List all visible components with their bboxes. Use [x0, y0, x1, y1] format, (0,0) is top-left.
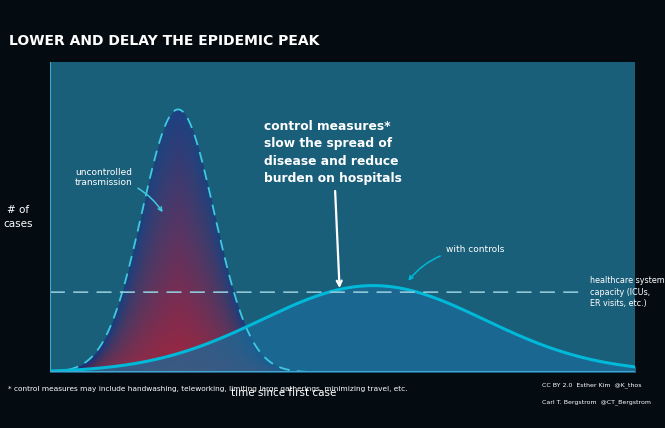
Text: time since first case: time since first case	[231, 387, 336, 398]
Text: with controls: with controls	[410, 245, 504, 279]
Text: healthcare system
capacity (ICUs,
ER visits, etc.): healthcare system capacity (ICUs, ER vis…	[591, 276, 665, 308]
Text: control measures*
slow the spread of
disease and reduce
burden on hospitals: control measures* slow the spread of dis…	[265, 120, 402, 285]
Text: LOWER AND DELAY THE EPIDEMIC PEAK: LOWER AND DELAY THE EPIDEMIC PEAK	[9, 34, 319, 48]
Text: # of
cases: # of cases	[3, 205, 33, 229]
Text: uncontrolled
transmission: uncontrolled transmission	[75, 168, 162, 211]
Text: Carl T. Bergstrom  @CT_Bergstrom: Carl T. Bergstrom @CT_Bergstrom	[542, 399, 651, 404]
Text: * control measures may include handwashing, teleworking, limiting large gatherin: * control measures may include handwashi…	[8, 386, 408, 392]
Text: CC BY 2.0  Esther Kim  @K_thos: CC BY 2.0 Esther Kim @K_thos	[542, 382, 642, 387]
